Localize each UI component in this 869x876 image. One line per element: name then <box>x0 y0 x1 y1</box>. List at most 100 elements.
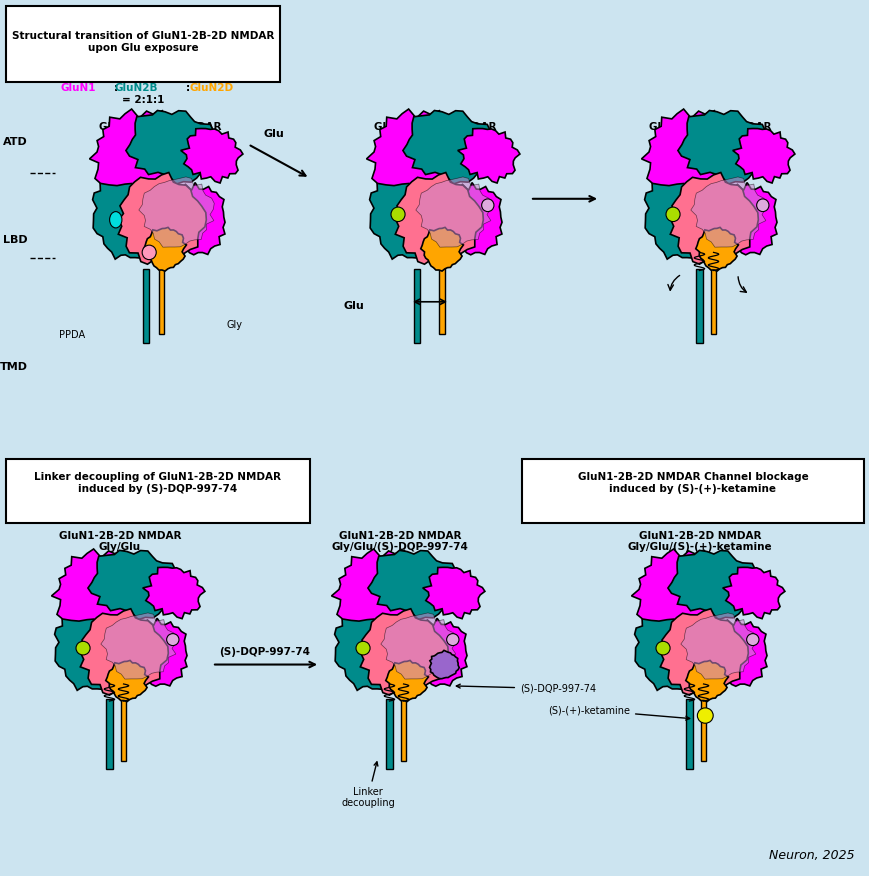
Polygon shape <box>80 609 168 696</box>
Bar <box>686 699 692 769</box>
Bar <box>401 697 406 760</box>
Text: ATD: ATD <box>3 138 28 147</box>
Text: GluN1-2B-2D NMDAR
Gly/PPDA: GluN1-2B-2D NMDAR Gly/PPDA <box>99 122 221 143</box>
Polygon shape <box>88 550 182 619</box>
Polygon shape <box>732 129 794 183</box>
Text: GluN1-2B-2D NMDAR Channel blockage
induced by (S)-(+)-ketamine: GluN1-2B-2D NMDAR Channel blockage induc… <box>577 472 807 494</box>
Bar <box>439 267 444 334</box>
Ellipse shape <box>109 212 122 228</box>
Text: GluN1: GluN1 <box>60 82 96 93</box>
Polygon shape <box>139 177 214 247</box>
Polygon shape <box>429 650 459 679</box>
Polygon shape <box>640 109 740 194</box>
Circle shape <box>142 245 156 259</box>
Polygon shape <box>366 109 466 194</box>
Polygon shape <box>722 568 784 618</box>
Polygon shape <box>101 613 176 679</box>
Polygon shape <box>118 173 206 265</box>
Text: Neuron, 2025: Neuron, 2025 <box>768 850 854 862</box>
Circle shape <box>655 641 669 655</box>
Polygon shape <box>685 661 727 702</box>
Text: (S)-DQP-997-74: (S)-DQP-997-74 <box>219 646 310 657</box>
Text: (S)-DQP-997-74: (S)-DQP-997-74 <box>456 683 595 694</box>
Polygon shape <box>634 607 699 690</box>
Text: PPDA: PPDA <box>59 330 85 340</box>
Polygon shape <box>677 110 772 184</box>
Polygon shape <box>709 618 766 686</box>
Text: GluN2B: GluN2B <box>114 82 157 93</box>
Polygon shape <box>415 177 491 247</box>
Polygon shape <box>335 607 399 690</box>
Bar <box>159 267 164 334</box>
Text: GluN1-2B-2D NMDAR
Gly/Glu Closed: GluN1-2B-2D NMDAR Gly/Glu Closed <box>648 122 770 143</box>
Text: Structural transition of GluN1-2B-2D NMDAR
upon Glu exposure: Structural transition of GluN1-2B-2D NMD… <box>12 31 274 53</box>
Polygon shape <box>421 228 463 271</box>
Text: (S)-(+)-ketamine: (S)-(+)-ketamine <box>547 705 689 720</box>
Polygon shape <box>680 613 755 679</box>
Circle shape <box>446 633 459 646</box>
Text: TMD: TMD <box>0 362 28 371</box>
Polygon shape <box>369 171 434 259</box>
Polygon shape <box>143 228 186 271</box>
Text: = 2:1:1: = 2:1:1 <box>122 95 164 105</box>
Bar <box>710 267 715 334</box>
Polygon shape <box>385 661 428 702</box>
Circle shape <box>746 633 758 646</box>
Polygon shape <box>55 607 119 690</box>
Polygon shape <box>143 568 205 618</box>
Text: GluN1-2B-2D NMDAR
Gly/Glu/(S)-(+)-ketamine: GluN1-2B-2D NMDAR Gly/Glu/(S)-(+)-ketami… <box>627 531 772 552</box>
Polygon shape <box>106 661 149 702</box>
FancyBboxPatch shape <box>6 459 309 523</box>
Circle shape <box>697 708 713 724</box>
Polygon shape <box>90 109 189 194</box>
Polygon shape <box>368 550 462 619</box>
Circle shape <box>756 199 768 212</box>
Polygon shape <box>181 129 242 183</box>
Polygon shape <box>92 171 157 259</box>
Circle shape <box>390 207 405 222</box>
Bar <box>121 697 126 760</box>
Bar <box>695 269 701 343</box>
Text: Gly: Gly <box>227 320 242 329</box>
Bar <box>106 699 112 769</box>
Polygon shape <box>126 110 221 184</box>
Polygon shape <box>129 618 187 686</box>
Polygon shape <box>669 173 758 265</box>
Text: Linker decoupling of GluN1-2B-2D NMDAR
induced by (S)-DQP-997-74: Linker decoupling of GluN1-2B-2D NMDAR i… <box>35 472 282 494</box>
Polygon shape <box>631 549 730 630</box>
Bar <box>414 269 420 343</box>
Bar <box>700 697 706 760</box>
Polygon shape <box>444 182 501 255</box>
Polygon shape <box>395 173 483 265</box>
Text: GluN1-2B-2D NMDAR
Gly/Glu: GluN1-2B-2D NMDAR Gly/Glu <box>59 531 181 552</box>
Text: GluN2D: GluN2D <box>189 82 234 93</box>
Polygon shape <box>457 129 520 183</box>
Bar <box>143 269 149 343</box>
Text: :: : <box>114 82 118 93</box>
Polygon shape <box>422 568 484 618</box>
Text: Glu: Glu <box>263 129 284 139</box>
Text: GluN1-2B-2D NMDAR
Gly/Glu/(S)-DQP-997-74: GluN1-2B-2D NMDAR Gly/Glu/(S)-DQP-997-74 <box>331 531 468 552</box>
Bar <box>386 699 392 769</box>
Circle shape <box>167 633 179 646</box>
Circle shape <box>355 641 369 655</box>
Text: :: : <box>186 82 189 93</box>
Circle shape <box>76 641 90 655</box>
Text: Linker
decoupling: Linker decoupling <box>341 762 395 809</box>
Text: GluN1-2B-2D NMDAR
Gly/Glu Open: GluN1-2B-2D NMDAR Gly/Glu Open <box>374 122 495 143</box>
FancyBboxPatch shape <box>521 459 863 523</box>
Text: Glu: Glu <box>343 301 364 311</box>
Text: LBD: LBD <box>3 235 28 245</box>
Polygon shape <box>360 609 448 696</box>
Polygon shape <box>331 549 431 630</box>
Polygon shape <box>168 182 225 255</box>
Polygon shape <box>719 182 776 255</box>
Polygon shape <box>690 177 766 247</box>
Polygon shape <box>402 110 497 184</box>
Polygon shape <box>695 228 738 271</box>
Polygon shape <box>667 550 762 619</box>
Circle shape <box>481 199 494 212</box>
Circle shape <box>666 207 680 222</box>
Polygon shape <box>644 171 708 259</box>
Polygon shape <box>409 618 467 686</box>
